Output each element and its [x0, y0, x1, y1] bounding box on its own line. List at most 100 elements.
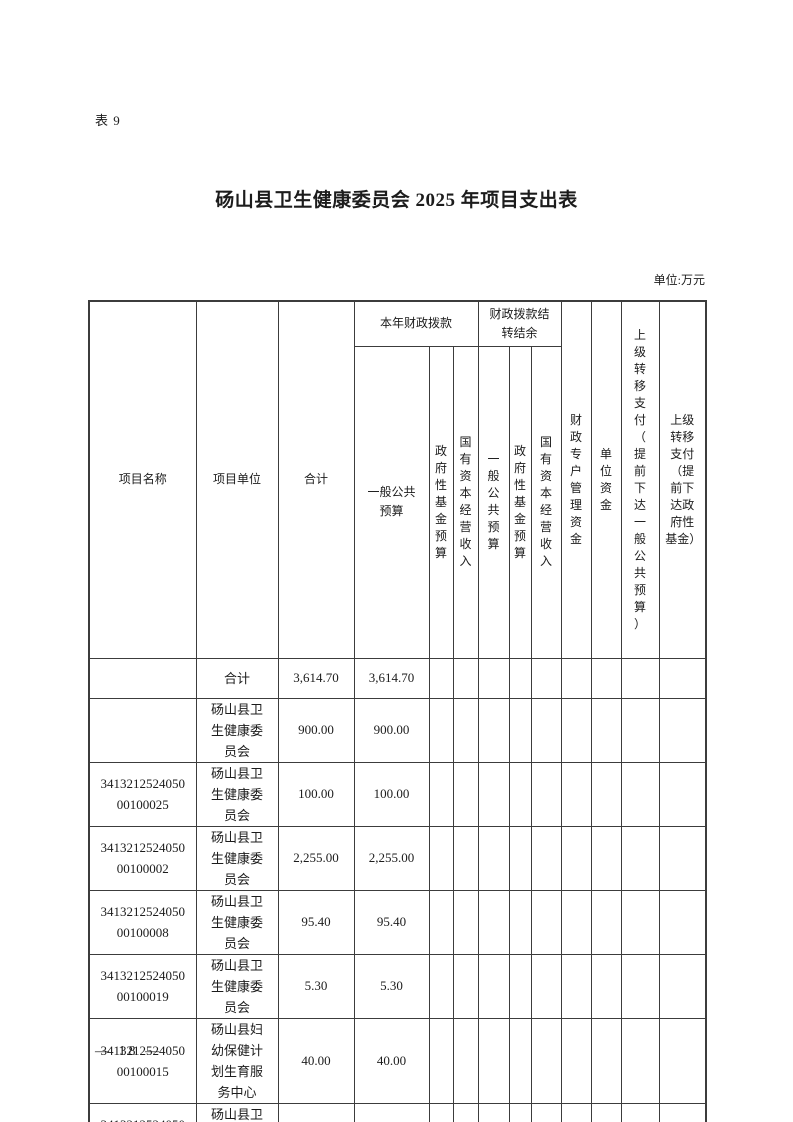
- empty-cell: [530, 761, 562, 827]
- empty-cell: [560, 953, 592, 1019]
- empty-cell: [620, 761, 660, 827]
- col-co-state-capital-income-header: 国有资本经营收入: [530, 345, 562, 659]
- header-label: 项目名称: [118, 472, 167, 487]
- table-row: 341321252405000100019 砀山县卫生健康委员会 5.30 5.…: [88, 953, 707, 1019]
- empty-cell: [658, 1102, 707, 1122]
- empty-cell: [452, 1017, 479, 1104]
- header-group-row: 项目名称 项目单位 合计 本年财政拨款 财政拨款结转结余 财政专户管理资金 单位…: [88, 300, 707, 659]
- empty-cell: [620, 697, 660, 763]
- total-cell: 40.00: [277, 1017, 355, 1104]
- empty-cell: [590, 1017, 622, 1104]
- col-co-gov-fund-budget-header: 政府性基金预算: [508, 345, 532, 659]
- header-label: 一般公共预算: [367, 485, 416, 518]
- empty-cell: [530, 1102, 562, 1122]
- empty-cell: [658, 825, 707, 891]
- total-cell: 5.30: [277, 953, 355, 1019]
- header-label: 本年财政拨款: [380, 316, 453, 331]
- empty-cell: [560, 825, 592, 891]
- project-code-cell: 341321252405000600001: [88, 1102, 197, 1122]
- header-label: 国有资本经营收入: [459, 435, 472, 568]
- empty-cell: [560, 889, 592, 955]
- empty-cell: [508, 825, 532, 891]
- empty-cell: [530, 953, 562, 1019]
- table-row: 合计 3,614.70 3,614.70: [88, 657, 707, 699]
- col-cy-gov-fund-budget-header: 政府性基金预算: [428, 345, 454, 659]
- col-cy-general-public-budget-header: 一般公共预算: [353, 345, 430, 659]
- empty-cell: [560, 697, 592, 763]
- col-higher-transfer-gov-fund-header: 上级转移支付（提前下达政府性基金）: [658, 300, 707, 659]
- project-unit: 砀山县卫生健康委员会: [210, 957, 263, 1015]
- empty-cell: [428, 953, 454, 1019]
- project-code: 341321252405000100019: [100, 968, 186, 1004]
- general-public-budget-cell: 900.00: [353, 697, 430, 763]
- empty-cell: [560, 761, 592, 827]
- empty-cell: [590, 1102, 622, 1122]
- project-unit-cell: 砀山县卫生健康委员会: [195, 697, 279, 763]
- project-unit-cell: 砀山县卫生健康委员会: [195, 953, 279, 1019]
- empty-cell: [508, 697, 532, 763]
- project-unit: 砀山县卫生健康委员会: [210, 765, 263, 823]
- empty-cell: [658, 697, 707, 763]
- project-code-cell: 341321252405000100002: [88, 825, 197, 891]
- empty-cell: [620, 657, 660, 699]
- empty-cell: [590, 697, 622, 763]
- empty-cell: [590, 825, 622, 891]
- empty-cell: [452, 1102, 479, 1122]
- empty-cell: [428, 1017, 454, 1104]
- empty-cell: [428, 697, 454, 763]
- empty-cell: [477, 1102, 510, 1122]
- empty-cell: [508, 953, 532, 1019]
- empty-cell: [658, 889, 707, 955]
- empty-cell: [620, 825, 660, 891]
- empty-cell: [477, 889, 510, 955]
- project-expenditure-table: 项目名称 项目单位 合计 本年财政拨款 财政拨款结转结余 财政专户管理资金 单位…: [88, 300, 708, 1122]
- empty-cell: [658, 657, 707, 699]
- empty-cell: [620, 953, 660, 1019]
- empty-cell: [658, 1017, 707, 1104]
- empty-cell: [452, 657, 479, 699]
- header-label: 国有资本经营收入: [540, 435, 553, 568]
- total-cell: 46.00: [277, 1102, 355, 1122]
- total-cell: 2,255.00: [277, 825, 355, 891]
- general-public-budget-cell: 5.30: [353, 953, 430, 1019]
- empty-cell: [508, 1102, 532, 1122]
- table-row: 341321252405000600001 砀山县卫生健康委员会 46.00 4…: [88, 1102, 707, 1122]
- empty-cell: [658, 761, 707, 827]
- table-number-label: 表 9: [95, 113, 121, 128]
- empty-cell: [620, 1017, 660, 1104]
- empty-cell: [428, 657, 454, 699]
- empty-cell: [530, 1017, 562, 1104]
- header-label: 政府性基金预算: [514, 443, 527, 560]
- empty-cell: [428, 1102, 454, 1122]
- empty-cell: [590, 657, 622, 699]
- group-carryover-header: 财政拨款结转结余: [477, 300, 562, 347]
- project-unit-cell: 砀山县卫生健康委员会: [195, 761, 279, 827]
- project-code-cell: 341321252405000100008: [88, 889, 197, 955]
- total-cell: 900.00: [277, 697, 355, 763]
- empty-cell: [508, 657, 532, 699]
- table-row: 341321252405000100008 砀山县卫生健康委员会 95.40 9…: [88, 889, 707, 955]
- table-row: 砀山县卫生健康委员会 900.00 900.00: [88, 697, 707, 763]
- empty-cell: [428, 889, 454, 955]
- empty-cell: [560, 1017, 592, 1104]
- general-public-budget-cell: 3,614.70: [353, 657, 430, 699]
- empty-cell: [452, 825, 479, 891]
- empty-cell: [530, 657, 562, 699]
- general-public-budget-cell: 95.40: [353, 889, 430, 955]
- empty-cell: [477, 1017, 510, 1104]
- empty-cell: [560, 1102, 592, 1122]
- project-code: 341321252405000600001: [99, 1114, 186, 1122]
- header-label: 上级转移支付（提前下达一般公共预算）: [634, 327, 647, 631]
- empty-cell: [508, 889, 532, 955]
- empty-cell: [452, 889, 479, 955]
- project-code: 341321252405000100008: [100, 904, 186, 940]
- header-label: 项目单位: [212, 472, 261, 487]
- empty-cell: [477, 953, 510, 1019]
- table-row: 341321252405000100002 砀山县卫生健康委员会 2,255.0…: [88, 825, 707, 891]
- empty-cell: [428, 761, 454, 827]
- empty-cell: [452, 697, 479, 763]
- total-cell: 95.40: [277, 889, 355, 955]
- empty-cell: [620, 889, 660, 955]
- page-title: 砀山县卫生健康委员会 2025 年项目支出表: [215, 190, 578, 211]
- project-code-cell: 341321252405000100015: [88, 1017, 197, 1104]
